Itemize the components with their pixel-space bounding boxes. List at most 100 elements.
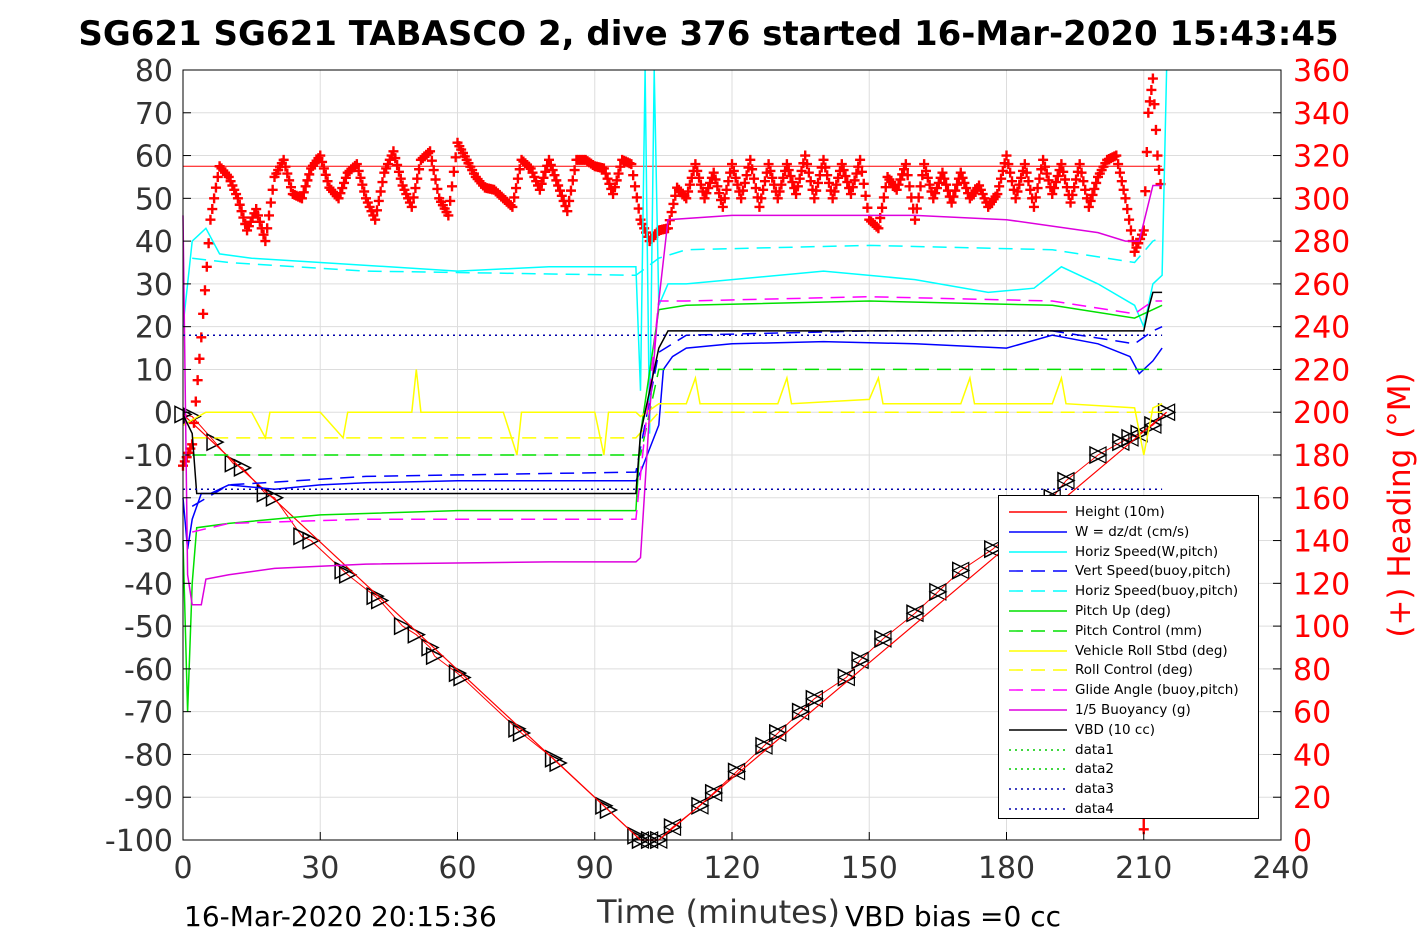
heading-marker [1071, 174, 1082, 185]
heading-marker [831, 179, 842, 190]
heading-marker [1078, 176, 1089, 187]
heading-marker [267, 184, 278, 195]
depth-marker-right [293, 527, 312, 546]
legend-item: W = dz/dt (cm/s) [999, 522, 1258, 542]
heading-marker [862, 202, 873, 213]
x-tick-label: 150 [841, 851, 898, 886]
left-tick-label: -100 [105, 824, 173, 859]
heading-marker [933, 177, 944, 188]
left-axis-ticks: -100-90-80-70-60-50-40-30-20-10010203040… [105, 54, 191, 859]
series-line-glide-angle-buoy-pitch [192, 295, 1163, 533]
right-tick-label: 40 [1293, 738, 1331, 773]
heading-marker [507, 201, 518, 212]
heading-marker [1076, 167, 1087, 178]
series-horiz-speed-buoy-pitch [192, 236, 1163, 277]
heading-marker [1143, 107, 1154, 118]
left-tick-label: 20 [135, 311, 173, 346]
heading-marker [315, 150, 326, 161]
heading-marker [337, 183, 348, 194]
heading-marker [569, 165, 580, 176]
depth-marker-left [754, 736, 773, 755]
heading-marker [941, 179, 952, 190]
heading-marker [390, 153, 401, 164]
depth-marker-left [690, 796, 709, 815]
heading-marker [823, 177, 834, 188]
heading-marker [878, 192, 889, 203]
left-tick-label: -40 [124, 567, 173, 602]
heading-marker [425, 146, 436, 157]
heading-marker [1087, 189, 1098, 200]
heading-marker [1049, 183, 1060, 194]
heading-marker [544, 154, 554, 165]
legend-swatch [1009, 511, 1067, 513]
heading-marker [668, 198, 679, 209]
heading-marker [893, 179, 904, 190]
heading-marker [205, 214, 216, 225]
heading-marker [192, 375, 203, 386]
heading-marker [254, 216, 265, 227]
legend-swatch [1009, 709, 1067, 711]
heading-marker [692, 165, 703, 176]
heading-marker [298, 187, 309, 198]
heading-marker [904, 181, 915, 192]
heading-marker [375, 186, 386, 197]
heading-marker [540, 166, 551, 177]
heading-marker [608, 189, 619, 200]
heading-marker [615, 161, 626, 172]
heading-marker [902, 170, 913, 181]
heading-marker [340, 172, 351, 183]
heading-marker [395, 173, 406, 184]
heading-marker [855, 154, 866, 165]
right-tick-label: 240 [1293, 311, 1350, 346]
legend-swatch [1009, 590, 1067, 592]
heading-marker [754, 201, 765, 212]
heading-marker [809, 193, 820, 204]
left-tick-label: -90 [124, 781, 173, 816]
heading-marker [741, 170, 752, 181]
heading-marker [630, 181, 641, 192]
heading-marker [199, 285, 210, 296]
heading-marker [560, 201, 571, 212]
heading-marker [920, 165, 931, 176]
heading-marker [1021, 167, 1032, 178]
heading-marker [1150, 124, 1161, 135]
heading-marker [1146, 84, 1157, 95]
heading-marker [1001, 150, 1012, 161]
heading-marker [829, 186, 840, 197]
heading-marker [1085, 195, 1096, 206]
heading-marker [1120, 193, 1131, 204]
heading-marker [1034, 173, 1045, 184]
heading-marker [1116, 176, 1127, 187]
legend-label: Horiz Speed(buoy,pitch) [1075, 583, 1239, 600]
heading-marker [412, 173, 423, 184]
depth-marker-left [704, 783, 723, 802]
heading-marker [750, 183, 761, 194]
left-tick-label: -20 [124, 482, 173, 517]
right-tick-label: 340 [1293, 97, 1350, 132]
heading-marker [811, 185, 822, 196]
heading-marker [564, 195, 575, 206]
heading-marker [745, 154, 756, 165]
heading-marker [549, 170, 560, 181]
heading-marker [772, 193, 783, 204]
heading-marker [763, 159, 774, 170]
heading-marker [284, 175, 295, 186]
heading-marker [538, 172, 549, 183]
heading-marker [282, 168, 293, 179]
heading-marker [1124, 214, 1135, 225]
heading-marker [858, 178, 869, 189]
right-axis-ticks: 0 20 40 60 80 100 120 140 160 180 200 220 240 260 280 3… [1273, 54, 1350, 859]
right-tick-label: 280 [1293, 225, 1350, 260]
left-tick-label: 10 [135, 353, 173, 388]
heading-marker [827, 193, 838, 204]
left-tick-label: 0 [154, 396, 173, 431]
heading-marker [952, 179, 963, 190]
depth-marker-left [1143, 416, 1162, 435]
heading-marker [408, 192, 419, 203]
heading-marker [278, 154, 289, 165]
legend-label: Vert Speed(buoy,pitch) [1075, 563, 1231, 580]
heading-marker [728, 165, 739, 176]
depth-marker-left [928, 582, 947, 601]
left-tick-label: 40 [135, 225, 173, 260]
